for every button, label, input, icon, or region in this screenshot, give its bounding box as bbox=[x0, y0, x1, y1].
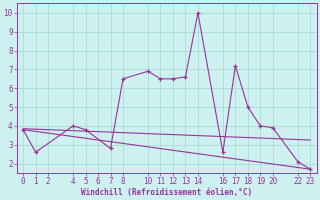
X-axis label: Windchill (Refroidissement éolien,°C): Windchill (Refroidissement éolien,°C) bbox=[81, 188, 252, 197]
